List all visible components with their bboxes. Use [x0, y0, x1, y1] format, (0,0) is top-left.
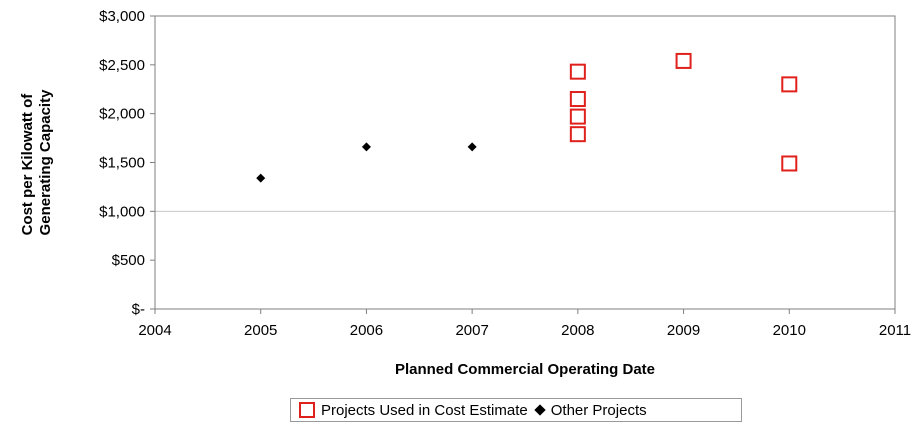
data-point-cost-estimate: [781, 155, 798, 172]
data-point-cost-estimate: [781, 76, 798, 93]
x-tick-label: 2006: [350, 322, 383, 339]
chart-legend: Projects Used in Cost Estimate Other Pro…: [290, 398, 742, 422]
y-tick-label: $1,000: [99, 203, 145, 220]
x-tick-label: 2011: [879, 322, 911, 339]
x-tick-label: 2009: [667, 322, 700, 339]
y-axis-title: Cost per Kilowatt of Generating Capacity: [19, 89, 54, 236]
x-axis-title: Planned Commercial Operating Date: [395, 361, 655, 378]
data-point-cost-estimate: [675, 52, 692, 69]
filled-diamond-marker-icon: [534, 404, 546, 416]
axes-layer: $- $500 $1,000 $1,500 $2,000 $2,500 $3,000 2004…: [99, 8, 911, 339]
data-point-cost-estimate: [569, 63, 586, 80]
x-tick-label: 2008: [561, 322, 594, 339]
data-point-cost-estimate: [569, 108, 586, 125]
x-tick-label: 2004: [138, 322, 171, 339]
x-tick-label: 2010: [773, 322, 806, 339]
data-point-other-project: [361, 142, 371, 152]
data-point-other-project: [256, 173, 266, 183]
open-square-marker-icon: [299, 402, 315, 418]
x-tick-label: 2007: [455, 322, 488, 339]
x-tick-label: 2005: [244, 322, 277, 339]
data-point-cost-estimate: [569, 91, 586, 108]
data-point-cost-estimate: [569, 126, 586, 143]
y-tick-label: $2,500: [99, 57, 145, 74]
marks-layer: [256, 52, 798, 183]
data-point-other-project: [467, 142, 477, 152]
y-tick-label: $1,500: [99, 155, 145, 172]
y-tick-label: $500: [112, 252, 145, 269]
y-axis-title-line-2: Generating Capacity: [37, 89, 54, 236]
y-tick-label: $2,000: [99, 106, 145, 123]
legend-label-cost-estimate: Projects Used in Cost Estimate: [321, 401, 528, 419]
y-axis-title-line-1: Cost per Kilowatt of: [19, 93, 36, 236]
y-tick-label: $3,000: [99, 8, 145, 25]
y-tick-label: $-: [132, 301, 145, 318]
legend-label-other-projects: Other Projects: [550, 401, 647, 419]
